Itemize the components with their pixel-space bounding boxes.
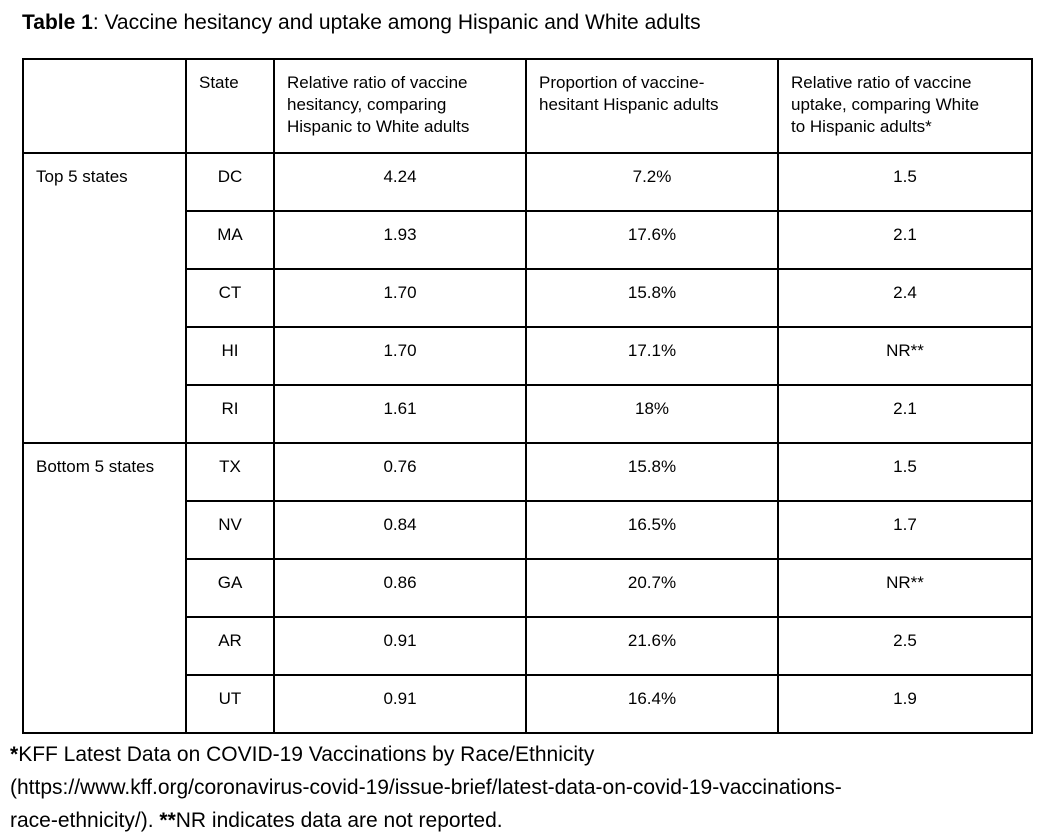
- cell-proportion: 18%: [525, 384, 779, 444]
- footnote-url-end-text: race-ethnicity/).: [10, 809, 160, 832]
- cell-hesitancy-ratio: 0.91: [273, 674, 527, 734]
- header-hesitancy-ratio: Relative ratio of vaccine hesitancy, com…: [273, 58, 527, 154]
- cell-uptake-ratio: 1.7: [777, 500, 1033, 560]
- cell-hesitancy-ratio: 0.84: [273, 500, 527, 560]
- cell-state: HI: [185, 326, 275, 386]
- table-row: CT 1.70 15.8% 2.4: [23, 268, 1033, 328]
- table-row: GA 0.86 20.7% NR**: [23, 558, 1033, 618]
- cell-uptake-ratio: 2.1: [777, 384, 1033, 444]
- header-row: State Relative ratio of vaccine hesitanc…: [22, 58, 1033, 154]
- cell-state: DC: [185, 152, 275, 212]
- table-footnote: *KFF Latest Data on COVID-19 Vaccination…: [10, 738, 1064, 837]
- footnote-line: *KFF Latest Data on COVID-19 Vaccination…: [10, 738, 1064, 771]
- cell-hesitancy-ratio: 0.76: [273, 442, 527, 502]
- header-line: hesitant Hispanic adults: [539, 95, 719, 114]
- cell-proportion: 7.2%: [525, 152, 779, 212]
- cell-uptake-ratio: 2.4: [777, 268, 1033, 328]
- table-row: Bottom 5 states TX 0.76 15.8% 1.5: [22, 442, 1033, 734]
- table-title-text: : Vaccine hesitancy and uptake among His…: [92, 11, 701, 34]
- cell-proportion: 17.1%: [525, 326, 779, 386]
- cell-uptake-ratio: NR**: [777, 558, 1033, 618]
- vaccine-hesitancy-table: State Relative ratio of vaccine hesitanc…: [22, 58, 1033, 734]
- header-line: Relative ratio of vaccine: [287, 73, 468, 92]
- cell-hesitancy-ratio: 1.70: [273, 326, 527, 386]
- cell-uptake-ratio: 2.1: [777, 210, 1033, 270]
- footnote-double-asterisk: **: [159, 809, 176, 832]
- footnote-nr-text: NR indicates data are not reported.: [175, 809, 503, 832]
- cell-uptake-ratio: 1.5: [777, 152, 1033, 212]
- header-state: State: [185, 58, 275, 154]
- cell-state: TX: [185, 442, 275, 502]
- cell-state: GA: [185, 558, 275, 618]
- header-line: Relative ratio of vaccine: [791, 73, 972, 92]
- footnote-url-text: (https://www.kff.org/coronavirus-covid-1…: [10, 776, 842, 799]
- cell-proportion: 15.8%: [525, 268, 779, 328]
- header-proportion: Proportion of vaccine- hesitant Hispanic…: [525, 58, 779, 154]
- cell-state: MA: [185, 210, 275, 270]
- cell-hesitancy-ratio: 1.70: [273, 268, 527, 328]
- cell-proportion: 17.6%: [525, 210, 779, 270]
- cell-uptake-ratio: 2.5: [777, 616, 1033, 676]
- table-title-label: Table 1: [22, 11, 93, 34]
- group-label-bottom5: Bottom 5 states: [22, 442, 187, 734]
- cell-state: AR: [185, 616, 275, 676]
- cell-hesitancy-ratio: 1.93: [273, 210, 527, 270]
- cell-uptake-ratio: 1.9: [777, 674, 1033, 734]
- cell-proportion: 20.7%: [525, 558, 779, 618]
- table-row: NV 0.84 16.5% 1.7: [23, 500, 1033, 560]
- header-line: to Hispanic adults*: [791, 117, 932, 136]
- cell-hesitancy-ratio: 0.86: [273, 558, 527, 618]
- cell-hesitancy-ratio: 0.91: [273, 616, 527, 676]
- footnote-asterisk: *: [10, 743, 19, 766]
- header-uptake-ratio: Relative ratio of vaccine uptake, compar…: [777, 58, 1033, 154]
- table-row: AR 0.91 21.6% 2.5: [23, 616, 1033, 676]
- header-group-empty: [22, 58, 187, 154]
- cell-state: CT: [185, 268, 275, 328]
- table-row: Top 5 states DC 4.24 7.2% 1.5: [22, 152, 1033, 444]
- group-label-top5: Top 5 states: [22, 152, 187, 444]
- cell-state: UT: [185, 674, 275, 734]
- header-line: uptake, comparing White: [791, 95, 980, 114]
- cell-uptake-ratio: 1.5: [777, 442, 1033, 502]
- cell-state: RI: [185, 384, 275, 444]
- table-row: MA 1.93 17.6% 2.1: [23, 210, 1033, 270]
- table-row: RI 1.61 18% 2.1: [23, 384, 1033, 444]
- header-line: Proportion of vaccine-: [539, 73, 705, 92]
- table-title: Table 1: Vaccine hesitancy and uptake am…: [22, 10, 1064, 36]
- header-line: hesitancy, comparing: [287, 95, 447, 114]
- cell-state: NV: [185, 500, 275, 560]
- table-row: UT 0.91 16.4% 1.9: [23, 674, 1033, 734]
- cell-hesitancy-ratio: 4.24: [273, 152, 527, 212]
- table-row: HI 1.70 17.1% NR**: [23, 326, 1033, 386]
- cell-proportion: 15.8%: [525, 442, 779, 502]
- cell-proportion: 16.5%: [525, 500, 779, 560]
- cell-proportion: 16.4%: [525, 674, 779, 734]
- cell-uptake-ratio: NR**: [777, 326, 1033, 386]
- footnote-line: (https://www.kff.org/coronavirus-covid-1…: [10, 771, 1064, 804]
- cell-hesitancy-ratio: 1.61: [273, 384, 527, 444]
- footnote-source-text: KFF Latest Data on COVID-19 Vaccinations…: [18, 743, 595, 766]
- cell-proportion: 21.6%: [525, 616, 779, 676]
- footnote-line: race-ethnicity/). **NR indicates data ar…: [10, 804, 1064, 837]
- header-line: Hispanic to White adults: [287, 117, 470, 136]
